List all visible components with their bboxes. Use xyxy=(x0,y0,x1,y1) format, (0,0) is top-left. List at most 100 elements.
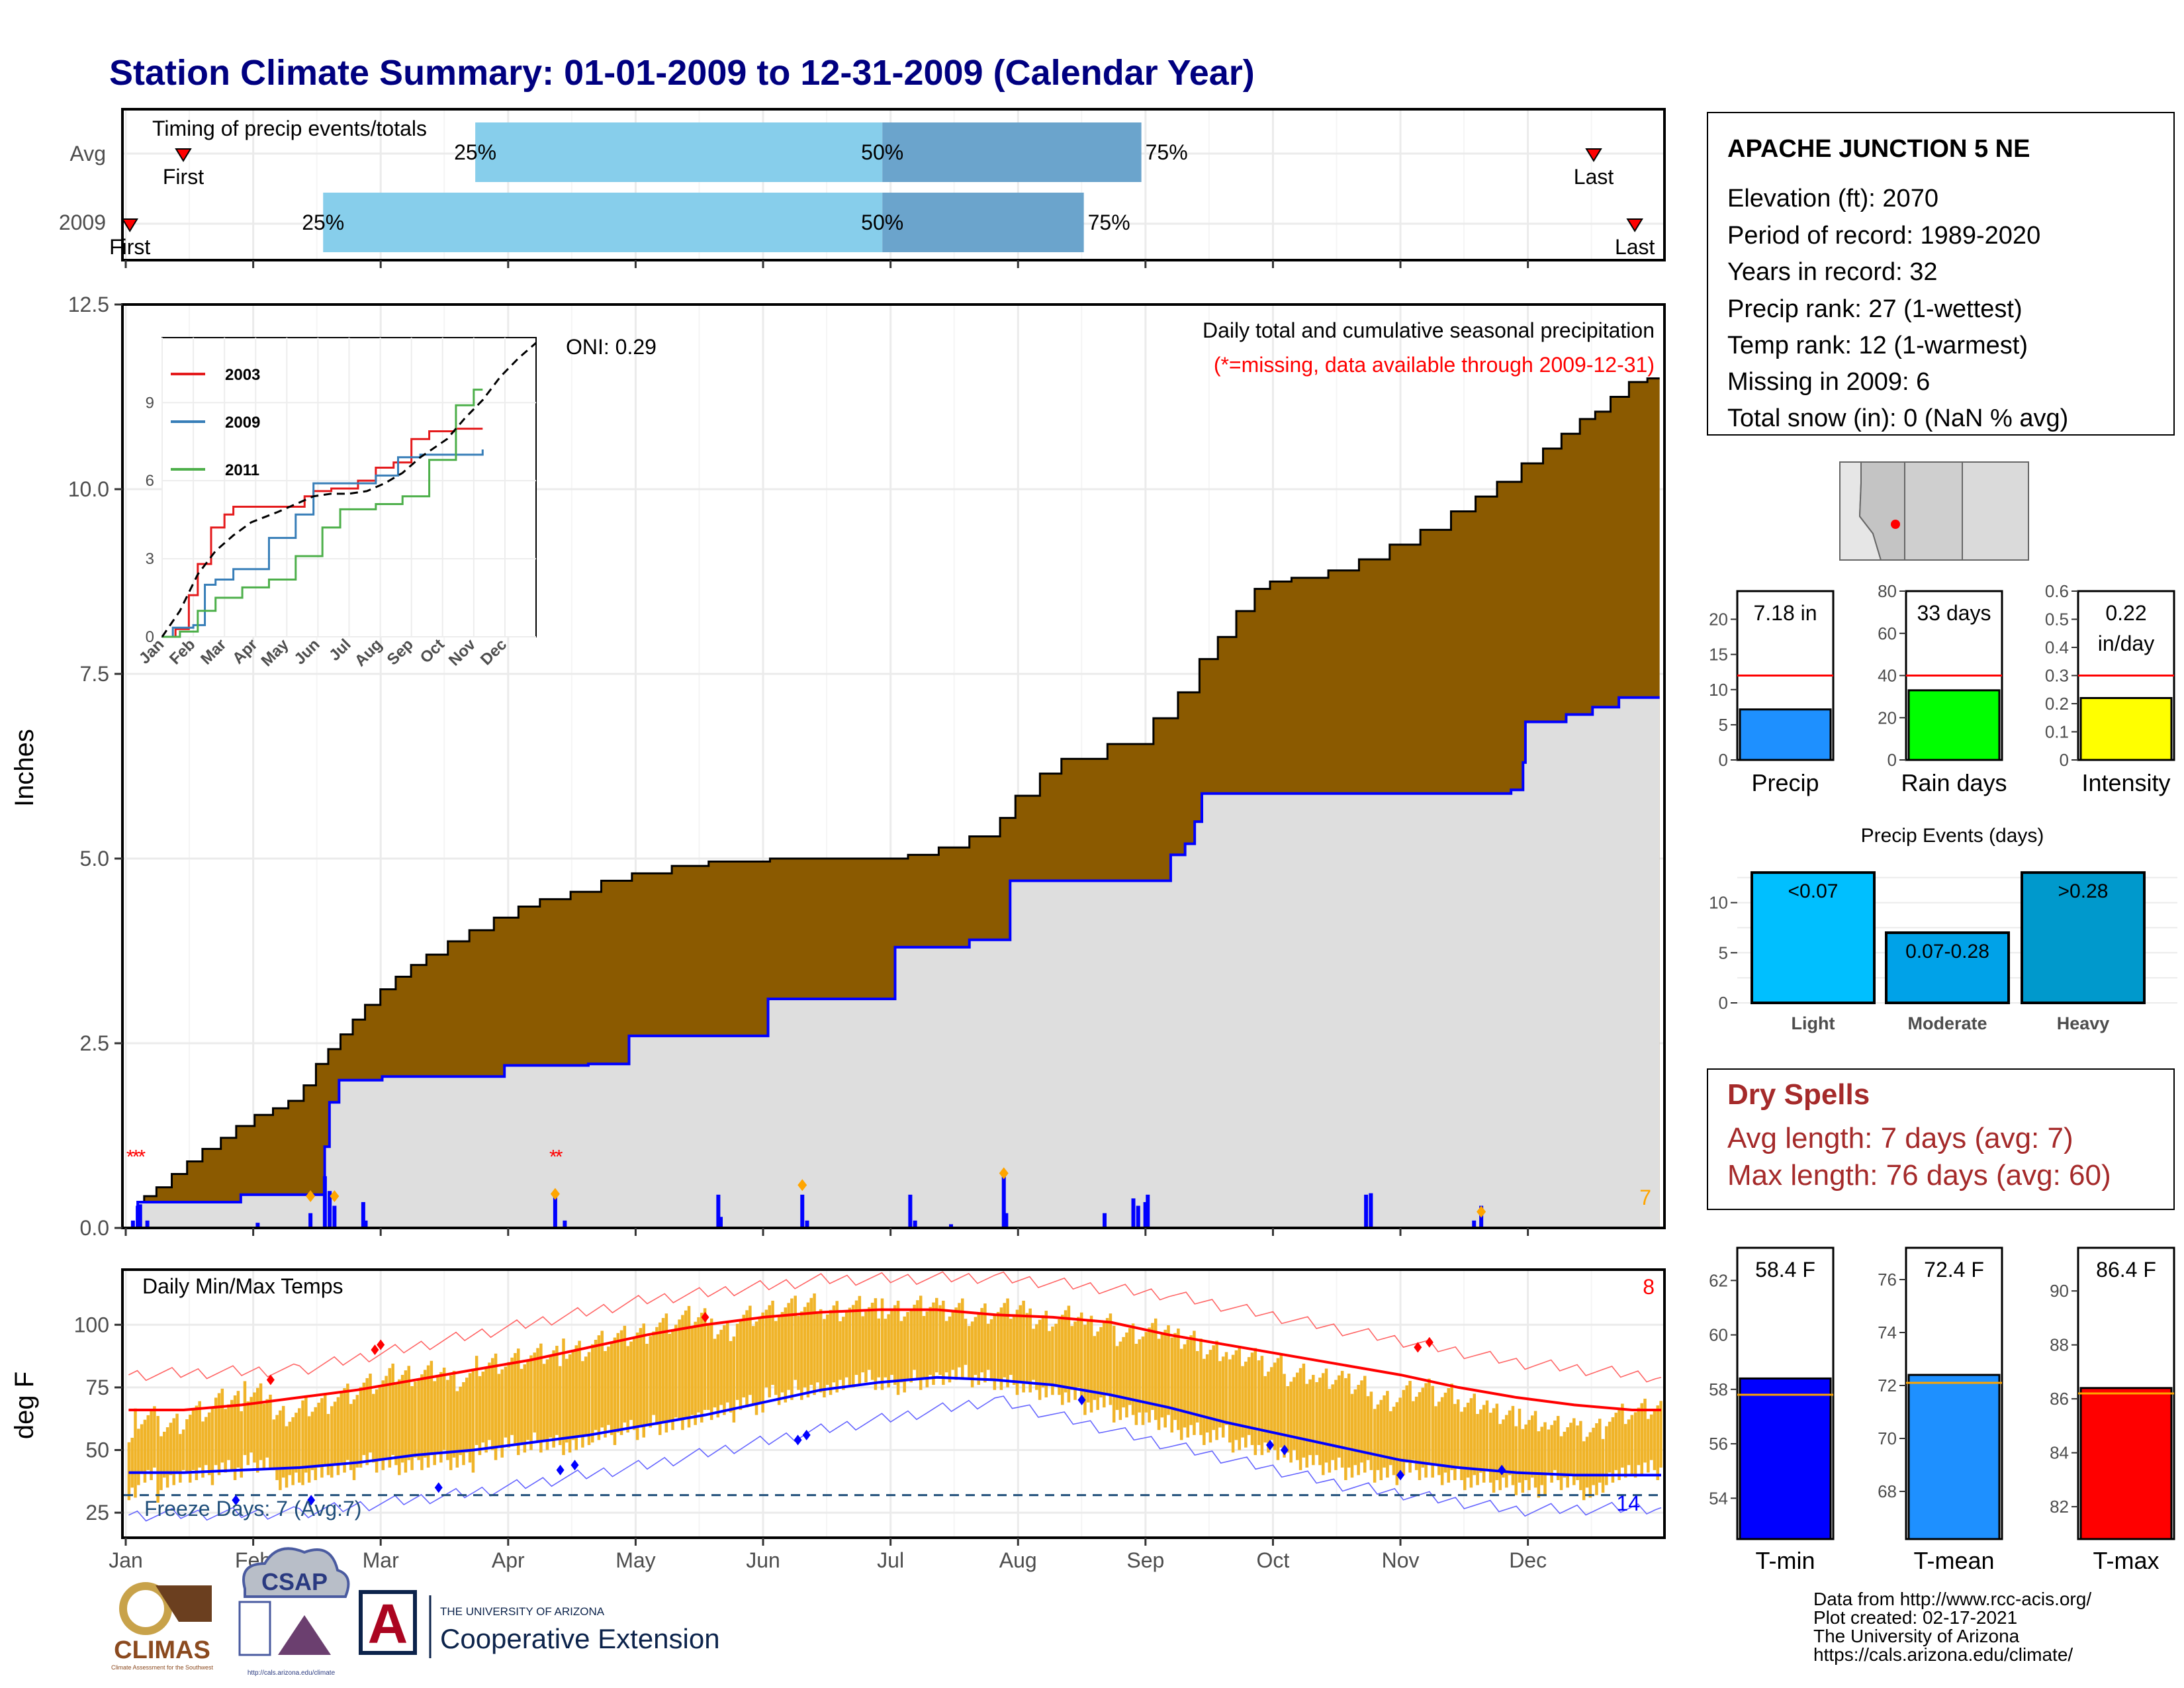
mini-chart-value: 86.4 F xyxy=(2096,1258,2156,1282)
mini-chart-label: Intensity xyxy=(2081,769,2170,796)
month-label: May xyxy=(615,1548,655,1572)
daily-temp-bar xyxy=(1273,1362,1277,1450)
daily-temp-bar xyxy=(471,1368,475,1473)
mini-chart-bar xyxy=(1739,708,1832,761)
daily-temp-bar xyxy=(301,1400,304,1485)
csap-rain-icon xyxy=(238,1601,271,1656)
daily-temp-bar xyxy=(143,1419,147,1483)
daily-temp-bar xyxy=(839,1321,842,1380)
mini-chart-tick-label: 0 xyxy=(1888,750,1897,770)
station-line-2: Period of record: 1989-2020 xyxy=(1727,222,2040,250)
daily-temp-bar xyxy=(652,1331,655,1415)
daily-temp-bar xyxy=(986,1323,990,1370)
temp-count-bottom: 14 xyxy=(1616,1491,1640,1515)
record-low-diamond-icon xyxy=(434,1482,443,1493)
precip-y-axis: 0.0 2.5 5.0 7.5 10.0 12.5 xyxy=(68,293,122,1240)
daily-temp-bar xyxy=(854,1300,858,1375)
daily-temp-bar xyxy=(1398,1397,1402,1473)
daily-precip-bar xyxy=(1143,1201,1148,1228)
daily-temp-bar xyxy=(884,1319,887,1378)
daily-temp-bar xyxy=(558,1366,562,1445)
daily-temp-bar xyxy=(1386,1391,1389,1478)
daily-temp-bar xyxy=(1488,1413,1492,1483)
mini-chart-tick-label: 60 xyxy=(1709,1325,1728,1345)
daily-temp-bar xyxy=(1556,1416,1560,1480)
daily-temp-bar xyxy=(497,1374,501,1448)
daily-temp-bar xyxy=(629,1341,633,1421)
record-high-diamond-icon xyxy=(1414,1342,1422,1353)
events-category-label: Moderate xyxy=(1907,1013,1987,1033)
daily-temp-bar xyxy=(137,1429,140,1485)
daily-temp-bar xyxy=(977,1312,981,1385)
daily-temp-bar xyxy=(932,1302,935,1385)
mini-chart-tick-label: 62 xyxy=(1709,1270,1728,1290)
daily-temp-bar xyxy=(707,1323,710,1410)
mini-chart-tick-label: 72 xyxy=(1878,1376,1897,1395)
daily-temp-bar xyxy=(633,1336,636,1430)
daily-temp-bar xyxy=(542,1364,546,1440)
daily-temp-bar xyxy=(281,1405,285,1478)
daily-temp-bar xyxy=(1250,1352,1254,1445)
timing-bar-q2 xyxy=(882,193,1084,252)
daily-temp-bar xyxy=(954,1307,958,1380)
daily-temp-bar xyxy=(1495,1403,1499,1480)
daily-temp-bar xyxy=(877,1318,880,1378)
daily-precip-bar xyxy=(145,1220,150,1228)
daily-temp-bar xyxy=(1469,1398,1473,1488)
mini-chart-value: 0.22 xyxy=(2105,601,2146,625)
inset-line-avg xyxy=(161,342,537,637)
daily-temp-bar xyxy=(1234,1350,1238,1440)
daily-temp-bar xyxy=(1070,1326,1073,1390)
daily-temp-bar xyxy=(806,1302,810,1398)
daily-temp-bar xyxy=(1440,1397,1444,1485)
daily-temp-bar xyxy=(179,1434,182,1483)
daily-temp-bar xyxy=(1019,1305,1023,1383)
precip-missing-note: (*=missing, data available through 2009-… xyxy=(1214,353,1655,377)
record-low-diamond-icon xyxy=(307,1495,316,1506)
daily-precip-bar xyxy=(908,1194,913,1228)
daily-temp-bar xyxy=(352,1399,356,1480)
daily-temp-bar xyxy=(1559,1436,1563,1491)
daily-precip-bar xyxy=(361,1201,365,1228)
daily-temp-bar xyxy=(565,1358,569,1443)
daily-temp-bar xyxy=(1173,1333,1177,1421)
mini-temp-charts: 54 56 58 60 62 58.4 F T-min 68 70 72 74 76 72.4 F T-m… xyxy=(1709,1246,2175,1574)
daily-temp-bar xyxy=(671,1329,674,1430)
credit-line-3: The University of Arizona xyxy=(1813,1626,2020,1646)
csap-cloud-icon xyxy=(242,1547,350,1598)
daily-temp-bar xyxy=(604,1351,607,1438)
daily-temp-bar xyxy=(240,1411,243,1478)
daily-temp-bar xyxy=(835,1301,839,1393)
daily-temp-bar xyxy=(1093,1336,1097,1400)
daily-temp-bar xyxy=(1205,1354,1209,1433)
missing-day-marker-icon: * xyxy=(549,1146,557,1168)
daily-temp-bar xyxy=(140,1424,144,1473)
dry-spells: Dry Spells Avg length: 7 days (avg: 7) M… xyxy=(1707,1068,2175,1210)
timing-bars: 25% 50% 75% First Last 25% 50% 75% First Last xyxy=(109,122,1655,259)
daily-temp-bar xyxy=(848,1307,852,1387)
daily-temp-bar xyxy=(275,1415,279,1480)
mini-chart-tick-label: 20 xyxy=(1709,610,1728,630)
events-title: Precip Events (days) xyxy=(1861,825,2044,847)
daily-temp-bar xyxy=(1038,1319,1042,1400)
daily-temp-bar xyxy=(1473,1393,1476,1476)
daily-temp-bar xyxy=(391,1363,394,1456)
daily-temp-bar xyxy=(687,1305,691,1428)
daily-temp-bar xyxy=(1324,1368,1328,1463)
page-title: Station Climate Summary: 01-01-2009 to 1… xyxy=(109,53,1255,93)
record-low-diamond-icon xyxy=(1266,1439,1275,1450)
temp-frame xyxy=(121,1268,1666,1539)
mini-chart-tick-label: 5 xyxy=(1719,715,1728,735)
temp-lines xyxy=(124,1271,1663,1522)
temp-count-top: 8 xyxy=(1643,1275,1655,1299)
timing-first-label: First xyxy=(109,235,150,259)
temp-ytick-label: 50 xyxy=(85,1438,109,1462)
daily-temp-bar xyxy=(555,1346,559,1435)
daily-temp-bar xyxy=(478,1376,482,1456)
daily-temp-bar xyxy=(919,1295,923,1390)
mini-chart-label: T-mean xyxy=(1913,1547,1994,1574)
precip-ytick-label: 10.0 xyxy=(68,477,109,501)
daily-temp-bar xyxy=(433,1381,436,1466)
heavy-event-diamond-icon xyxy=(797,1179,807,1192)
daily-temp-bar xyxy=(777,1316,781,1405)
